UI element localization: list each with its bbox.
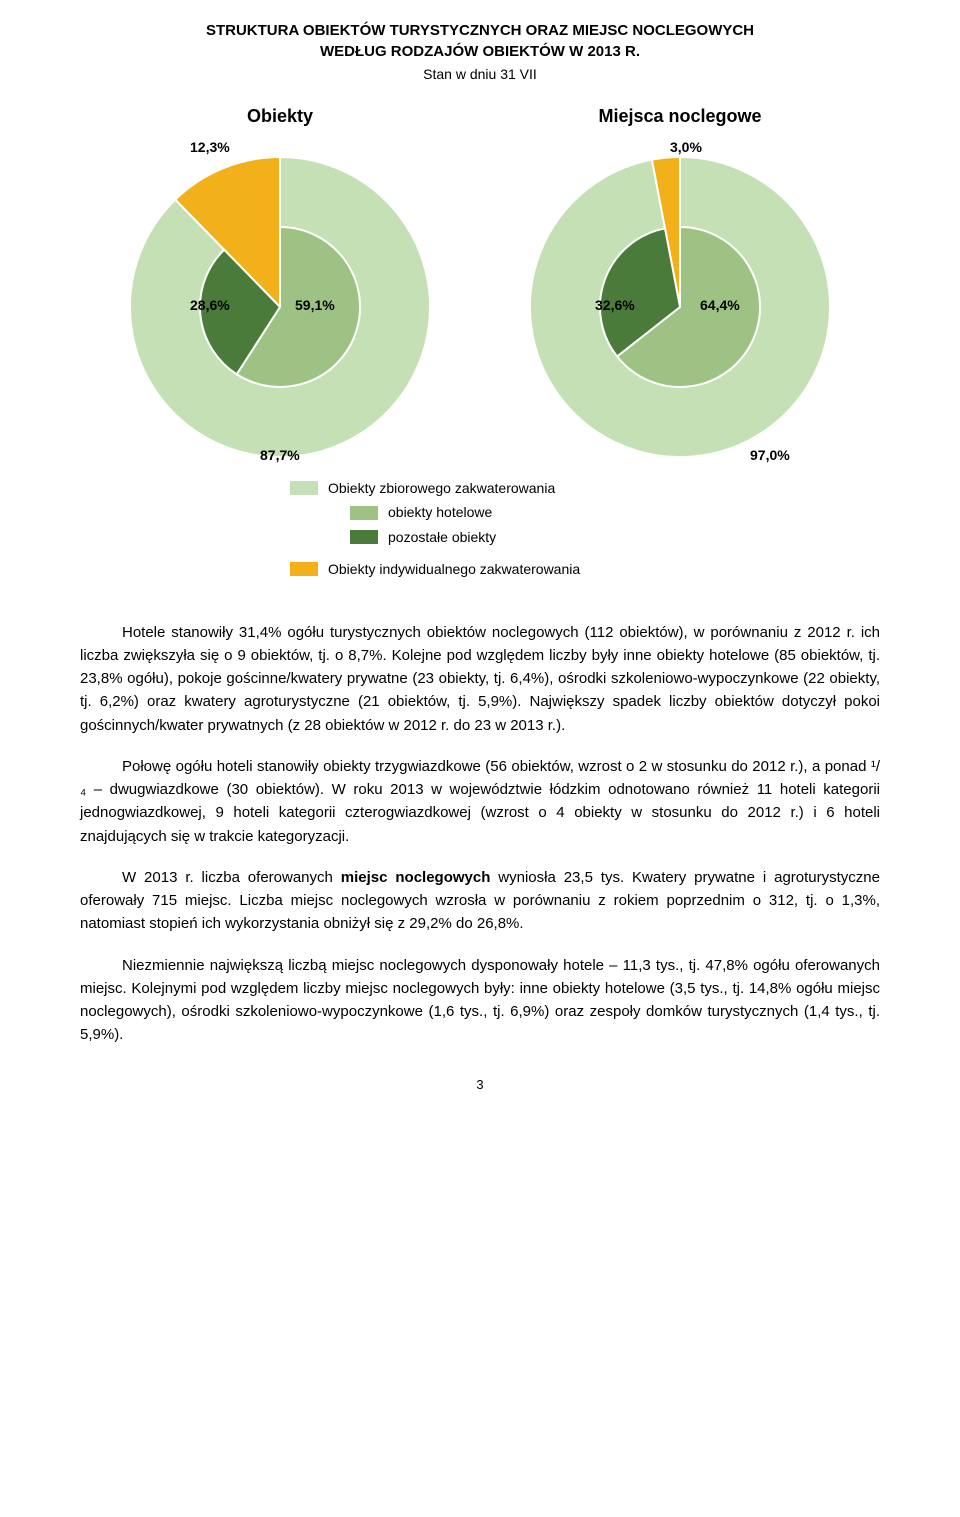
- charts-row: Obiekty 87,7%12,3%59,1%28,6% Miejsca noc…: [80, 106, 880, 457]
- legend-label: Obiekty indywidualnego zakwaterowania: [328, 558, 580, 580]
- legend-item: pozostałe obiekty: [290, 526, 670, 548]
- pct-label: 97,0%: [750, 447, 790, 463]
- doc-subtitle: Stan w dniu 31 VII: [80, 66, 880, 82]
- body-text: Hotele stanowiły 31,4% ogółu turystyczny…: [80, 621, 880, 1047]
- title-line2: WEDŁUG RODZAJÓW OBIEKTÓW W 2013 R.: [80, 41, 880, 62]
- legend-item: Obiekty zbiorowego zakwaterowania: [290, 477, 670, 499]
- pie-right: 97,0%3,0%64,4%32,6%: [530, 157, 830, 457]
- chart-right-title: Miejsca noclegowe: [510, 106, 850, 127]
- pct-label: 28,6%: [190, 297, 230, 313]
- legend-item: obiekty hotelowe: [290, 501, 670, 523]
- page-number: 3: [80, 1077, 880, 1092]
- legend-swatch: [290, 562, 318, 576]
- pie-left: 87,7%12,3%59,1%28,6%: [130, 157, 430, 457]
- bold-phrase: miejsc noclegowych: [341, 869, 491, 886]
- paragraph: Połowę ogółu hoteli stanowiły obiekty tr…: [80, 755, 880, 848]
- chart-right: Miejsca noclegowe 97,0%3,0%64,4%32,6%: [510, 106, 850, 457]
- legend-item: Obiekty indywidualnego zakwaterowania: [290, 558, 670, 580]
- legend: Obiekty zbiorowego zakwaterowaniaobiekty…: [290, 477, 670, 581]
- paragraph: W 2013 r. liczba oferowanych miejsc nocl…: [80, 866, 880, 936]
- paragraph: Niezmiennie największą liczbą miejsc noc…: [80, 954, 880, 1047]
- paragraph: Hotele stanowiły 31,4% ogółu turystyczny…: [80, 621, 880, 737]
- legend-swatch: [350, 530, 378, 544]
- pct-label: 32,6%: [595, 297, 635, 313]
- legend-swatch: [350, 506, 378, 520]
- legend-label: pozostałe obiekty: [388, 526, 496, 548]
- doc-title: STRUKTURA OBIEKTÓW TURYSTYCZNYCH ORAZ MI…: [80, 20, 880, 62]
- pct-label: 12,3%: [190, 139, 230, 155]
- pct-label: 87,7%: [260, 447, 300, 463]
- legend-label: obiekty hotelowe: [388, 501, 492, 523]
- chart-left-title: Obiekty: [110, 106, 450, 127]
- pct-label: 59,1%: [295, 297, 335, 313]
- title-line1: STRUKTURA OBIEKTÓW TURYSTYCZNYCH ORAZ MI…: [80, 20, 880, 41]
- pct-label: 64,4%: [700, 297, 740, 313]
- chart-left: Obiekty 87,7%12,3%59,1%28,6%: [110, 106, 450, 457]
- legend-swatch: [290, 481, 318, 495]
- legend-label: Obiekty zbiorowego zakwaterowania: [328, 477, 555, 499]
- pct-label: 3,0%: [670, 139, 702, 155]
